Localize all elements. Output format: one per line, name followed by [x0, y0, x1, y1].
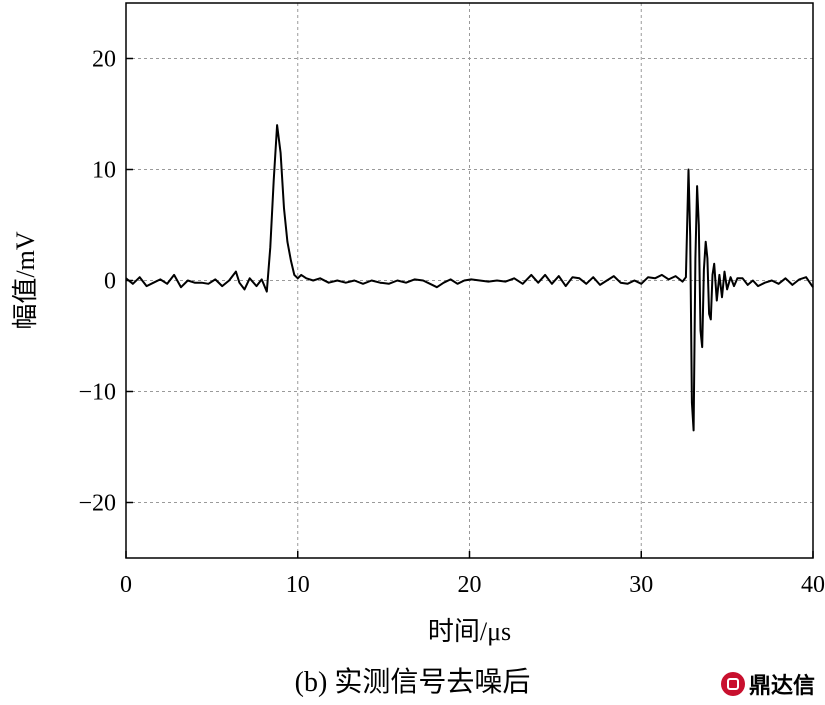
- figure-caption: (b) 实测信号去噪后: [294, 667, 531, 698]
- x-tick-label: 20: [458, 572, 482, 598]
- y-tick-label: −10: [78, 380, 116, 406]
- tick-labels: 0 10 20 30 40 20 10 0 −10 −20: [78, 47, 825, 599]
- x-tick-label: 40: [801, 572, 825, 598]
- chart: 0 10 20 30 40 20 10 0 −10 −20 时间/μs 幅值/mV: [11, 2, 825, 646]
- y-tick-label: 0: [104, 269, 116, 295]
- y-tick-label: 10: [92, 158, 116, 184]
- watermark-logo-icon: [720, 672, 745, 696]
- x-tick-label: 0: [120, 572, 132, 598]
- x-axis-title: 时间/μs: [428, 617, 511, 646]
- y-tick-label: 20: [92, 47, 116, 73]
- watermark: 鼎达信: [720, 668, 815, 700]
- y-tick-label: −20: [78, 491, 116, 517]
- plot-frame: [125, 2, 814, 559]
- x-tick-label: 10: [286, 572, 310, 598]
- y-axis-title: 幅值/mV: [11, 231, 40, 329]
- signal-line: [125, 124, 814, 432]
- watermark-text: 鼎达信: [748, 674, 815, 699]
- x-tick-label: 30: [629, 572, 653, 598]
